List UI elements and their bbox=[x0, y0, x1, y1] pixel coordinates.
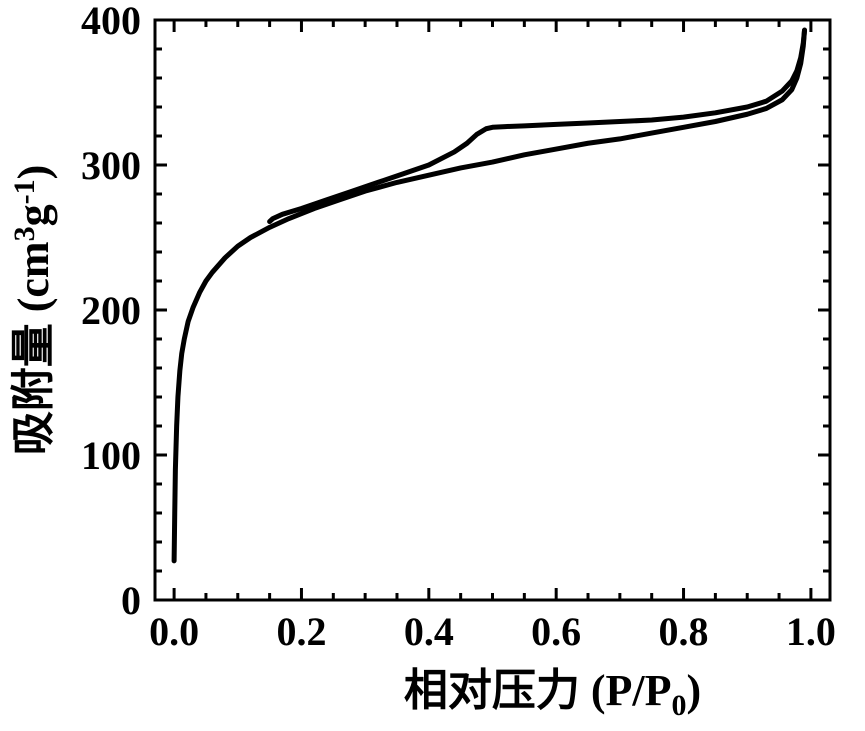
x-tick-label: 0.8 bbox=[659, 609, 709, 654]
x-tick-label: 0.0 bbox=[149, 609, 199, 654]
x-tick-label: 0.2 bbox=[276, 609, 326, 654]
y-tick-label: 300 bbox=[81, 143, 141, 188]
x-tick-label: 0.4 bbox=[404, 609, 454, 654]
y-tick-label: 100 bbox=[81, 433, 141, 478]
y-tick-label: 0 bbox=[121, 578, 141, 623]
x-tick-label: 0.6 bbox=[531, 609, 581, 654]
plot-frame bbox=[155, 20, 830, 600]
y-axis-title: 吸附量 (cm3g-1) bbox=[8, 165, 58, 456]
adsorption-curve bbox=[174, 30, 804, 561]
desorption-curve bbox=[270, 30, 805, 221]
chart-svg: 0.0 0.2 0.4 0.6 0.8 1.0 0 100 200 300 400 相对压力 (P/P… bbox=[0, 0, 865, 731]
y-tick-label: 400 bbox=[81, 0, 141, 43]
x-axis-title: 相对压力 (P/P0) bbox=[404, 666, 701, 722]
x-tick-label: 1.0 bbox=[786, 609, 836, 654]
isotherm-chart: 0.0 0.2 0.4 0.6 0.8 1.0 0 100 200 300 400 相对压力 (P/P… bbox=[0, 0, 865, 731]
y-tick-label: 200 bbox=[81, 288, 141, 333]
